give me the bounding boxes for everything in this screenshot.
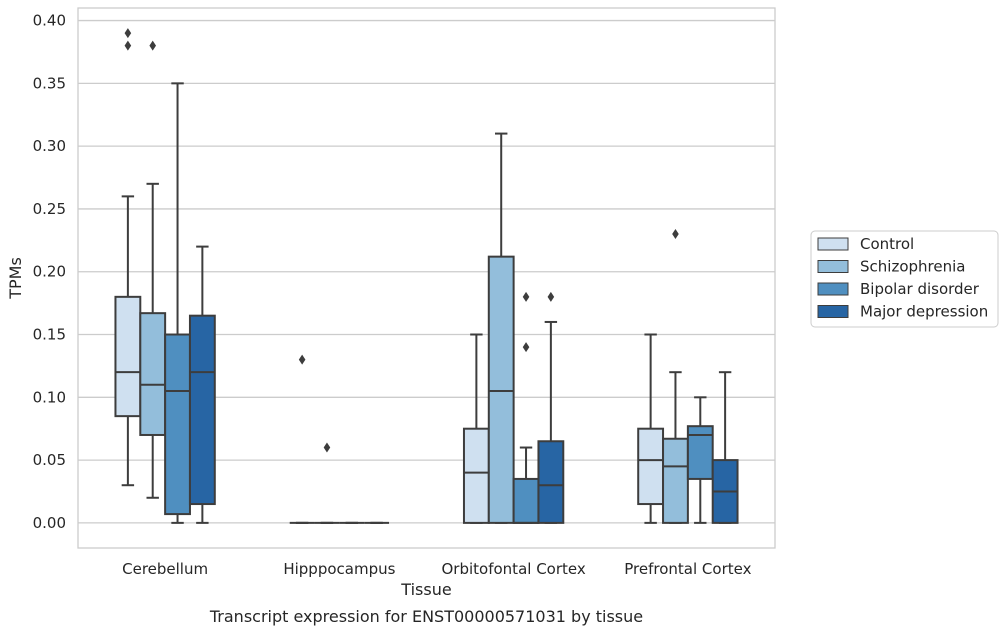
legend: Control Schizophrenia Bipolar disorder Majo… [810,230,999,328]
box-group [662,229,689,524]
legend-label: Major depression [860,303,988,321]
x-axis-label: Tissue [400,580,451,599]
outlier-point [547,291,555,302]
box-group [487,132,515,524]
outlier-point [522,342,530,353]
box-body [188,314,216,506]
box-plot-boxes [114,28,739,524]
axes-frame [77,7,776,549]
y-tick-label: 0.15 [33,326,66,344]
box-body [114,295,142,418]
y-tick-label: 0.00 [33,514,66,532]
legend-label: Control [860,235,914,253]
box-group [462,333,490,524]
box-body [537,440,565,524]
y-tick-labels: 0.00 0.05 0.10 0.15 0.20 0.25 0.30 0.35 0.40 [33,12,66,532]
x-tick-label: Orbitofontal Cortex [442,560,586,578]
outlier-point [298,354,306,365]
y-tick-label: 0.35 [33,74,66,92]
box-group [637,333,665,524]
box-body [164,333,191,516]
outlier-point [672,229,679,240]
box-group [164,82,191,524]
box-group [114,28,142,487]
box-group [314,442,340,524]
legend-swatch [817,237,849,251]
y-axis-label: TPMs [6,257,25,300]
y-tick-label: 0.25 [33,200,66,218]
y-tick-label: 0.30 [33,137,66,155]
legend-swatch [817,282,849,296]
box-body [487,255,515,524]
y-tick-label: 0.20 [33,263,66,281]
box-group [537,291,565,524]
outlier-point [522,291,530,302]
legend-label: Schizophrenia [860,258,965,276]
box-group [686,396,714,524]
box-body [512,477,540,524]
box-group [512,291,540,524]
y-tick-label: 0.05 [33,451,66,469]
outlier-point [149,40,157,51]
x-tick-label: Prefrontal Cortex [624,560,751,578]
y-tick-label: 0.10 [33,388,66,406]
box-group [188,245,216,524]
outlier-point [124,28,132,39]
legend-swatch [817,260,849,273]
box-group [289,354,315,524]
box-body [462,427,490,524]
y-tick-label: 0.40 [33,12,66,30]
box-body [662,437,689,524]
box-group [711,371,739,524]
x-tick-labels: Cerebellum Hipppocampus Orbitofontal Corte… [122,560,751,578]
x-tick-label: Hipppocampus [283,560,395,578]
legend-label: Bipolar disorder [860,280,980,298]
box-group [139,40,167,499]
legend-swatch [817,305,849,318]
box-body [139,312,167,436]
box-body [637,427,665,506]
legend-items: Control Schizophrenia Bipolar disorder Majo… [817,235,988,321]
outlier-point [124,40,132,51]
chart-caption: Transcript expression for ENST0000057103… [209,607,643,626]
outlier-point [323,442,331,453]
legend-frame [810,230,999,328]
x-tick-label: Cerebellum [122,560,208,578]
